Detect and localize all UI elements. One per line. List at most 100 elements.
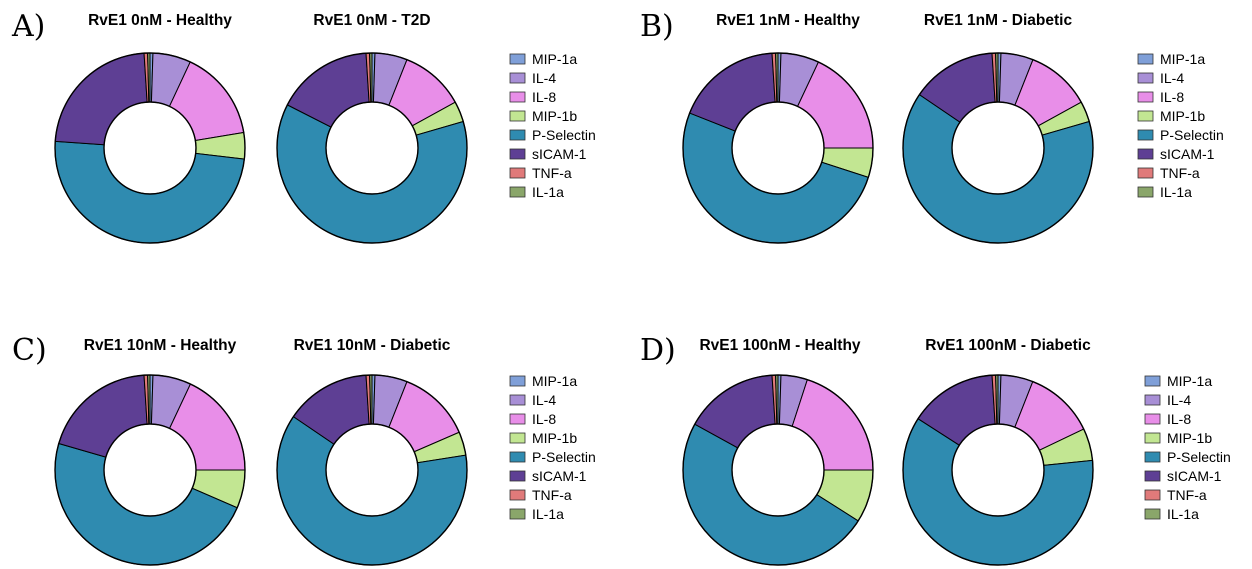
legend-label-il-4: IL-4: [1160, 70, 1184, 86]
legend-label-mip-1b: MIP-1b: [532, 430, 577, 446]
legend-label-tnf-a: TNF-a: [532, 487, 572, 503]
donut-chart-2: RvE1 0nM - T2D: [276, 12, 468, 244]
outer-ring-6: [276, 374, 468, 566]
legend-swatch-il-1a: [1144, 508, 1161, 520]
legend-label-il-4: IL-4: [1167, 392, 1191, 408]
legend-swatch-il-4: [509, 72, 526, 84]
inner-hole-4: [951, 101, 1045, 195]
chart-title-4: RvE1 1nM - Diabetic: [924, 12, 1073, 29]
legend-label-il-1a: IL-1a: [1160, 184, 1192, 200]
legend-swatch-il-8: [509, 91, 526, 103]
legend-swatch-il-8: [1137, 91, 1154, 103]
inner-hole-6: [325, 423, 419, 517]
panel-letters: A) B) C) D): [11, 9, 676, 368]
legend-label-tnf-a: TNF-a: [1167, 487, 1207, 503]
inner-hole-1: [103, 101, 197, 195]
inner-hole-3: [731, 101, 825, 195]
chart-title-2: RvE1 0nM - T2D: [313, 12, 430, 29]
legend-label-mip-1a: MIP-1a: [532, 51, 577, 67]
chart-title-5: RvE1 10nM - Healthy: [84, 337, 237, 354]
legend-swatch-sicam-1: [1137, 148, 1154, 160]
outer-ring-8: [902, 374, 1094, 566]
legend-swatch-mip-1a: [509, 53, 526, 65]
legend-label-il-4: IL-4: [532, 392, 556, 408]
legend-label-il-1a: IL-1a: [532, 184, 564, 200]
inner-hole-7: [731, 423, 825, 517]
donut-chart-6: RvE1 10nM - Diabetic: [276, 337, 468, 566]
legend-swatch-il-4: [1144, 394, 1161, 406]
legend-label-p-selectin: P-Selectin: [1160, 127, 1224, 143]
legend-swatch-p-selectin: [1137, 129, 1154, 141]
legend-label-il-8: IL-8: [1160, 89, 1184, 105]
legend-swatch-il-1a: [1137, 186, 1154, 198]
legend-swatch-il-1a: [509, 508, 526, 520]
panel-letter-a: A): [11, 9, 45, 44]
legend-swatch-tnf-a: [509, 489, 526, 501]
legend-4: MIP-1a IL-4 IL-8 MIP-1b P-Selectin sICAM-1 TNF…: [1144, 373, 1231, 522]
donut-charts: RvE1 0nM - Healthy RvE1 0nM - T2D RvE1 1nM…: [54, 12, 1094, 566]
legend-1: MIP-1a IL-4 IL-8 MIP-1b P-Selectin sICAM-1 TNF…: [509, 51, 596, 200]
legend-label-p-selectin: P-Selectin: [532, 127, 596, 143]
donut-chart-7: RvE1 100nM - Healthy: [682, 337, 874, 566]
legend-label-mip-1a: MIP-1a: [1167, 373, 1212, 389]
legend-swatch-sicam-1: [509, 148, 526, 160]
legend-label-il-8: IL-8: [1167, 411, 1191, 427]
outer-ring-3: [682, 52, 874, 244]
chart-title-7: RvE1 100nM - Healthy: [699, 337, 860, 354]
outer-ring-1: [54, 52, 246, 244]
legend-label-tnf-a: TNF-a: [1160, 165, 1200, 181]
legend-label-il-8: IL-8: [532, 89, 556, 105]
legend-swatch-tnf-a: [1137, 167, 1154, 179]
outer-ring-5: [54, 374, 246, 566]
legend-swatch-il-1a: [509, 186, 526, 198]
legend-swatch-mip-1a: [1137, 53, 1154, 65]
legend-swatch-mip-1b: [509, 110, 526, 122]
legend-swatch-il-8: [509, 413, 526, 425]
legend-swatch-tnf-a: [1144, 489, 1161, 501]
legend-label-p-selectin: P-Selectin: [532, 449, 596, 465]
legend-swatch-sicam-1: [1144, 470, 1161, 482]
inner-hole-5: [103, 423, 197, 517]
legend-swatch-p-selectin: [1144, 451, 1161, 463]
legend-label-sicam-1: sICAM-1: [1160, 146, 1215, 162]
legends: MIP-1a IL-4 IL-8 MIP-1b P-Selectin sICAM-1 TNF…: [509, 51, 1231, 522]
legend-label-il-8: IL-8: [532, 411, 556, 427]
donut-chart-3: RvE1 1nM - Healthy: [682, 12, 874, 244]
inner-hole-2: [325, 101, 419, 195]
donut-chart-1: RvE1 0nM - Healthy: [54, 12, 246, 244]
legend-label-mip-1b: MIP-1b: [1167, 430, 1212, 446]
legend-swatch-mip-1b: [1137, 110, 1154, 122]
legend-2: MIP-1a IL-4 IL-8 MIP-1b P-Selectin sICAM-1 TNF…: [1137, 51, 1224, 200]
outer-ring-2: [276, 52, 468, 244]
panel-letter-b: B): [640, 9, 674, 44]
legend-swatch-mip-1a: [1144, 375, 1161, 387]
legend-swatch-il-8: [1144, 413, 1161, 425]
donut-chart-5: RvE1 10nM - Healthy: [54, 337, 246, 566]
legend-swatch-p-selectin: [509, 451, 526, 463]
donut-chart-8: RvE1 100nM - Diabetic: [902, 337, 1094, 566]
legend-swatch-mip-1b: [509, 432, 526, 444]
legend-label-mip-1a: MIP-1a: [532, 373, 577, 389]
panel-letter-c: C): [12, 333, 47, 368]
chart-title-3: RvE1 1nM - Healthy: [716, 12, 860, 29]
legend-swatch-sicam-1: [509, 470, 526, 482]
outer-ring-7: [682, 374, 874, 566]
legend-label-mip-1a: MIP-1a: [1160, 51, 1205, 67]
legend-swatch-mip-1b: [1144, 432, 1161, 444]
legend-label-mip-1b: MIP-1b: [1160, 108, 1205, 124]
legend-label-il-1a: IL-1a: [1167, 506, 1199, 522]
legend-label-sicam-1: sICAM-1: [1167, 468, 1222, 484]
legend-label-p-selectin: P-Selectin: [1167, 449, 1231, 465]
legend-swatch-tnf-a: [509, 167, 526, 179]
chart-title-6: RvE1 10nM - Diabetic: [294, 337, 451, 354]
panel-letter-d: D): [640, 333, 676, 368]
slice-p-selectin-1: [54, 140, 245, 244]
donut-chart-4: RvE1 1nM - Diabetic: [902, 12, 1094, 244]
legend-label-mip-1b: MIP-1b: [532, 108, 577, 124]
legend-label-tnf-a: TNF-a: [532, 165, 572, 181]
chart-title-1: RvE1 0nM - Healthy: [88, 12, 232, 29]
legend-swatch-mip-1a: [509, 375, 526, 387]
legend-label-sicam-1: sICAM-1: [532, 146, 587, 162]
legend-label-il-1a: IL-1a: [532, 506, 564, 522]
